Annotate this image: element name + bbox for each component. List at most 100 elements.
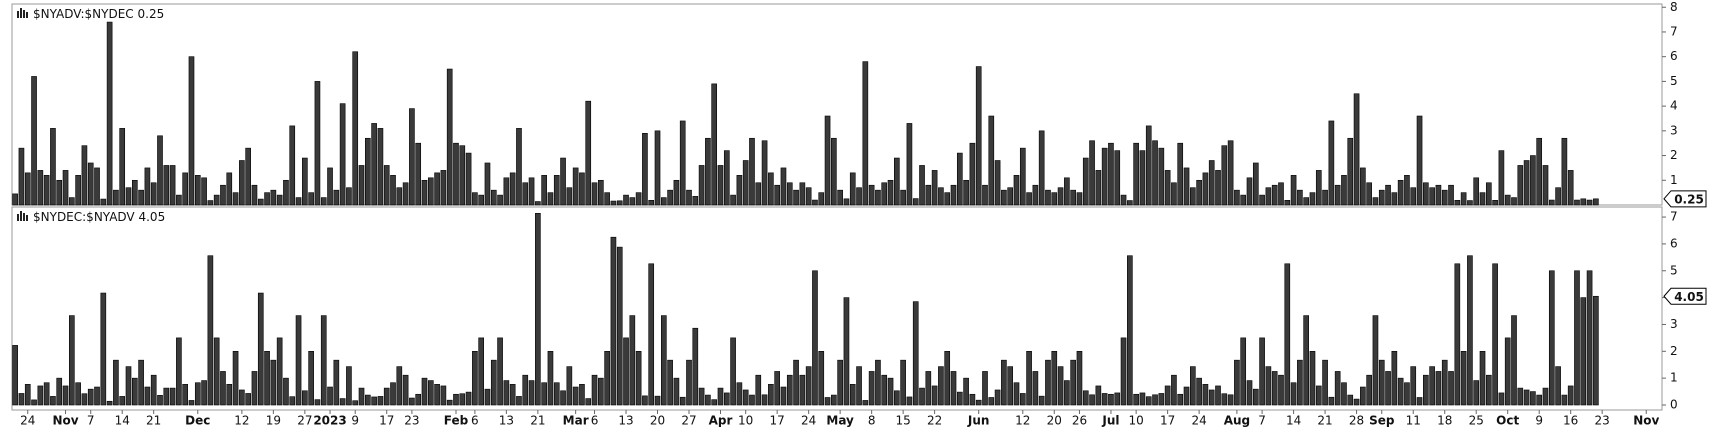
x-tick-label: Oct — [1496, 414, 1519, 428]
bar — [453, 393, 459, 406]
bar — [283, 179, 289, 206]
bar — [213, 194, 220, 206]
bar — [320, 315, 327, 406]
bar — [251, 371, 258, 406]
bar — [427, 380, 434, 406]
bar — [43, 382, 50, 406]
x-tick-label: 26 — [1072, 414, 1087, 428]
bar — [1517, 165, 1524, 206]
bar — [1240, 337, 1247, 406]
bar — [818, 192, 825, 206]
bar — [1076, 192, 1083, 206]
bar — [736, 382, 743, 406]
bar — [1215, 385, 1221, 406]
bar — [1171, 182, 1177, 206]
bar — [327, 167, 333, 206]
bar — [598, 377, 604, 406]
bar — [50, 128, 56, 206]
bar — [1460, 351, 1467, 406]
bar — [1221, 145, 1228, 206]
bar — [1454, 263, 1461, 406]
bar — [365, 394, 371, 406]
x-tick-label: Apr — [709, 414, 733, 428]
y-tick-label: 1 — [1670, 371, 1678, 385]
bar — [774, 371, 780, 406]
bar — [1271, 371, 1278, 406]
bar — [18, 147, 25, 206]
bar — [339, 103, 346, 206]
bar — [1523, 160, 1530, 206]
bar — [201, 177, 207, 206]
bar — [1467, 200, 1473, 206]
x-tick-label: 9 — [351, 414, 359, 428]
bar — [490, 189, 497, 206]
bar — [1208, 160, 1215, 206]
bar — [308, 351, 314, 406]
bar — [176, 337, 182, 406]
bar — [1322, 359, 1328, 406]
bar — [1574, 199, 1580, 206]
bar — [276, 337, 283, 406]
bar — [862, 400, 869, 406]
bar — [1410, 187, 1417, 206]
bar — [478, 337, 484, 406]
bar — [698, 165, 705, 206]
bar — [320, 197, 327, 206]
bar — [1385, 184, 1391, 206]
bar — [346, 366, 352, 406]
bar — [1057, 187, 1064, 206]
bar — [673, 377, 680, 406]
x-tick-label: 7 — [87, 414, 95, 428]
bar — [824, 115, 831, 206]
bar — [755, 374, 762, 406]
x-tick-label: Jul — [1101, 414, 1119, 428]
bar — [793, 189, 799, 206]
bar — [1045, 189, 1051, 206]
bar — [623, 337, 629, 406]
bar — [1429, 366, 1435, 406]
bar — [730, 337, 736, 406]
bar — [1303, 315, 1309, 406]
bar — [1152, 394, 1158, 406]
bar — [912, 198, 919, 206]
bar — [894, 390, 900, 406]
x-tick-label: 10 — [738, 414, 753, 428]
x-tick-label: Feb — [444, 414, 469, 428]
y-tick-label: 3 — [1670, 317, 1678, 331]
y-tick-label: 5 — [1670, 263, 1678, 277]
symbol: $NYADV:$NYDEC — [33, 7, 134, 21]
bar — [459, 145, 466, 206]
bar — [660, 315, 667, 406]
bar — [453, 142, 459, 206]
bar — [831, 394, 837, 406]
bar — [1315, 385, 1322, 406]
bar — [100, 198, 107, 206]
bar — [1064, 380, 1070, 406]
bar — [1347, 137, 1354, 206]
bar — [1530, 155, 1536, 206]
bar — [1548, 199, 1555, 206]
x-tick-label: 20 — [650, 414, 665, 428]
x-tick-label: 17 — [1160, 414, 1175, 428]
bar — [50, 396, 56, 406]
bar — [1303, 197, 1309, 206]
last-value: 0.25 — [138, 7, 165, 21]
bar — [1441, 359, 1448, 406]
bar — [402, 374, 409, 406]
bar — [75, 382, 81, 406]
bar — [12, 193, 18, 206]
bar — [1479, 192, 1486, 206]
bar — [1127, 200, 1133, 206]
bar — [1158, 393, 1165, 406]
bar — [1265, 187, 1272, 206]
bar — [131, 179, 138, 206]
bar — [314, 81, 321, 206]
bar — [295, 315, 302, 406]
bar — [938, 366, 944, 406]
y-tick-label: 1 — [1670, 173, 1678, 187]
bar — [1297, 189, 1303, 206]
bar — [106, 400, 113, 406]
bar — [667, 189, 673, 206]
bar — [43, 175, 50, 206]
bar — [1234, 359, 1240, 406]
